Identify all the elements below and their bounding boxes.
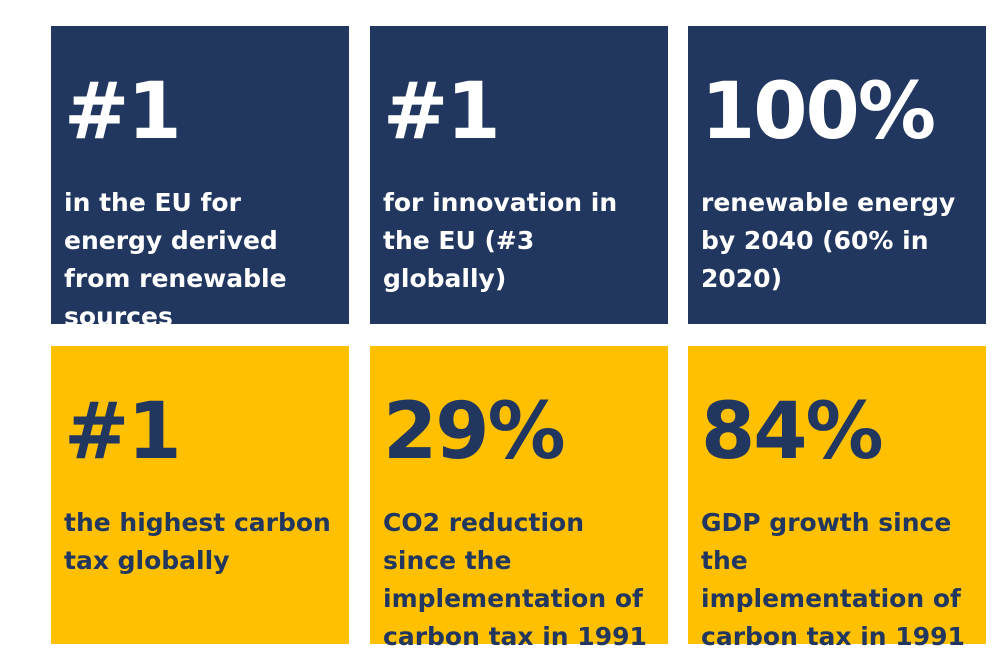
- stat-description: GDP growth since the implementation of c…: [701, 508, 965, 651]
- stat-value: #1: [64, 387, 182, 477]
- stat-tile-gdp-growth: 84% GDP growth since the implementation …: [688, 346, 986, 651]
- stat-value: 29%: [383, 387, 566, 477]
- stat-tile-eu-renewables: #1 in the EU for energy derived from ren…: [51, 26, 349, 331]
- stat-description: in the EU for energy derived from renewa…: [64, 188, 287, 331]
- stat-value: #1: [383, 67, 501, 157]
- stat-tile-carbon-tax: #1 the highest carbon tax globally: [51, 346, 349, 644]
- stat-tile-innovation: #1 for innovation in the EU (#3 globally…: [370, 26, 668, 324]
- stat-description: renewable energy by 2040 (60% in 2020): [701, 188, 956, 293]
- stat-description: for innovation in the EU (#3 globally): [383, 188, 618, 293]
- stat-value: 100%: [701, 67, 936, 157]
- stat-value: #1: [64, 67, 182, 157]
- stat-value: 84%: [701, 387, 884, 477]
- stat-description: the highest carbon tax globally: [64, 508, 331, 575]
- stat-description: CO2 reduction since the implementation o…: [383, 508, 647, 651]
- stat-tile-renewable-target: 100% renewable energy by 2040 (60% in 20…: [688, 26, 986, 324]
- stat-tile-co2-reduction: 29% CO2 reduction since the implementati…: [370, 346, 668, 651]
